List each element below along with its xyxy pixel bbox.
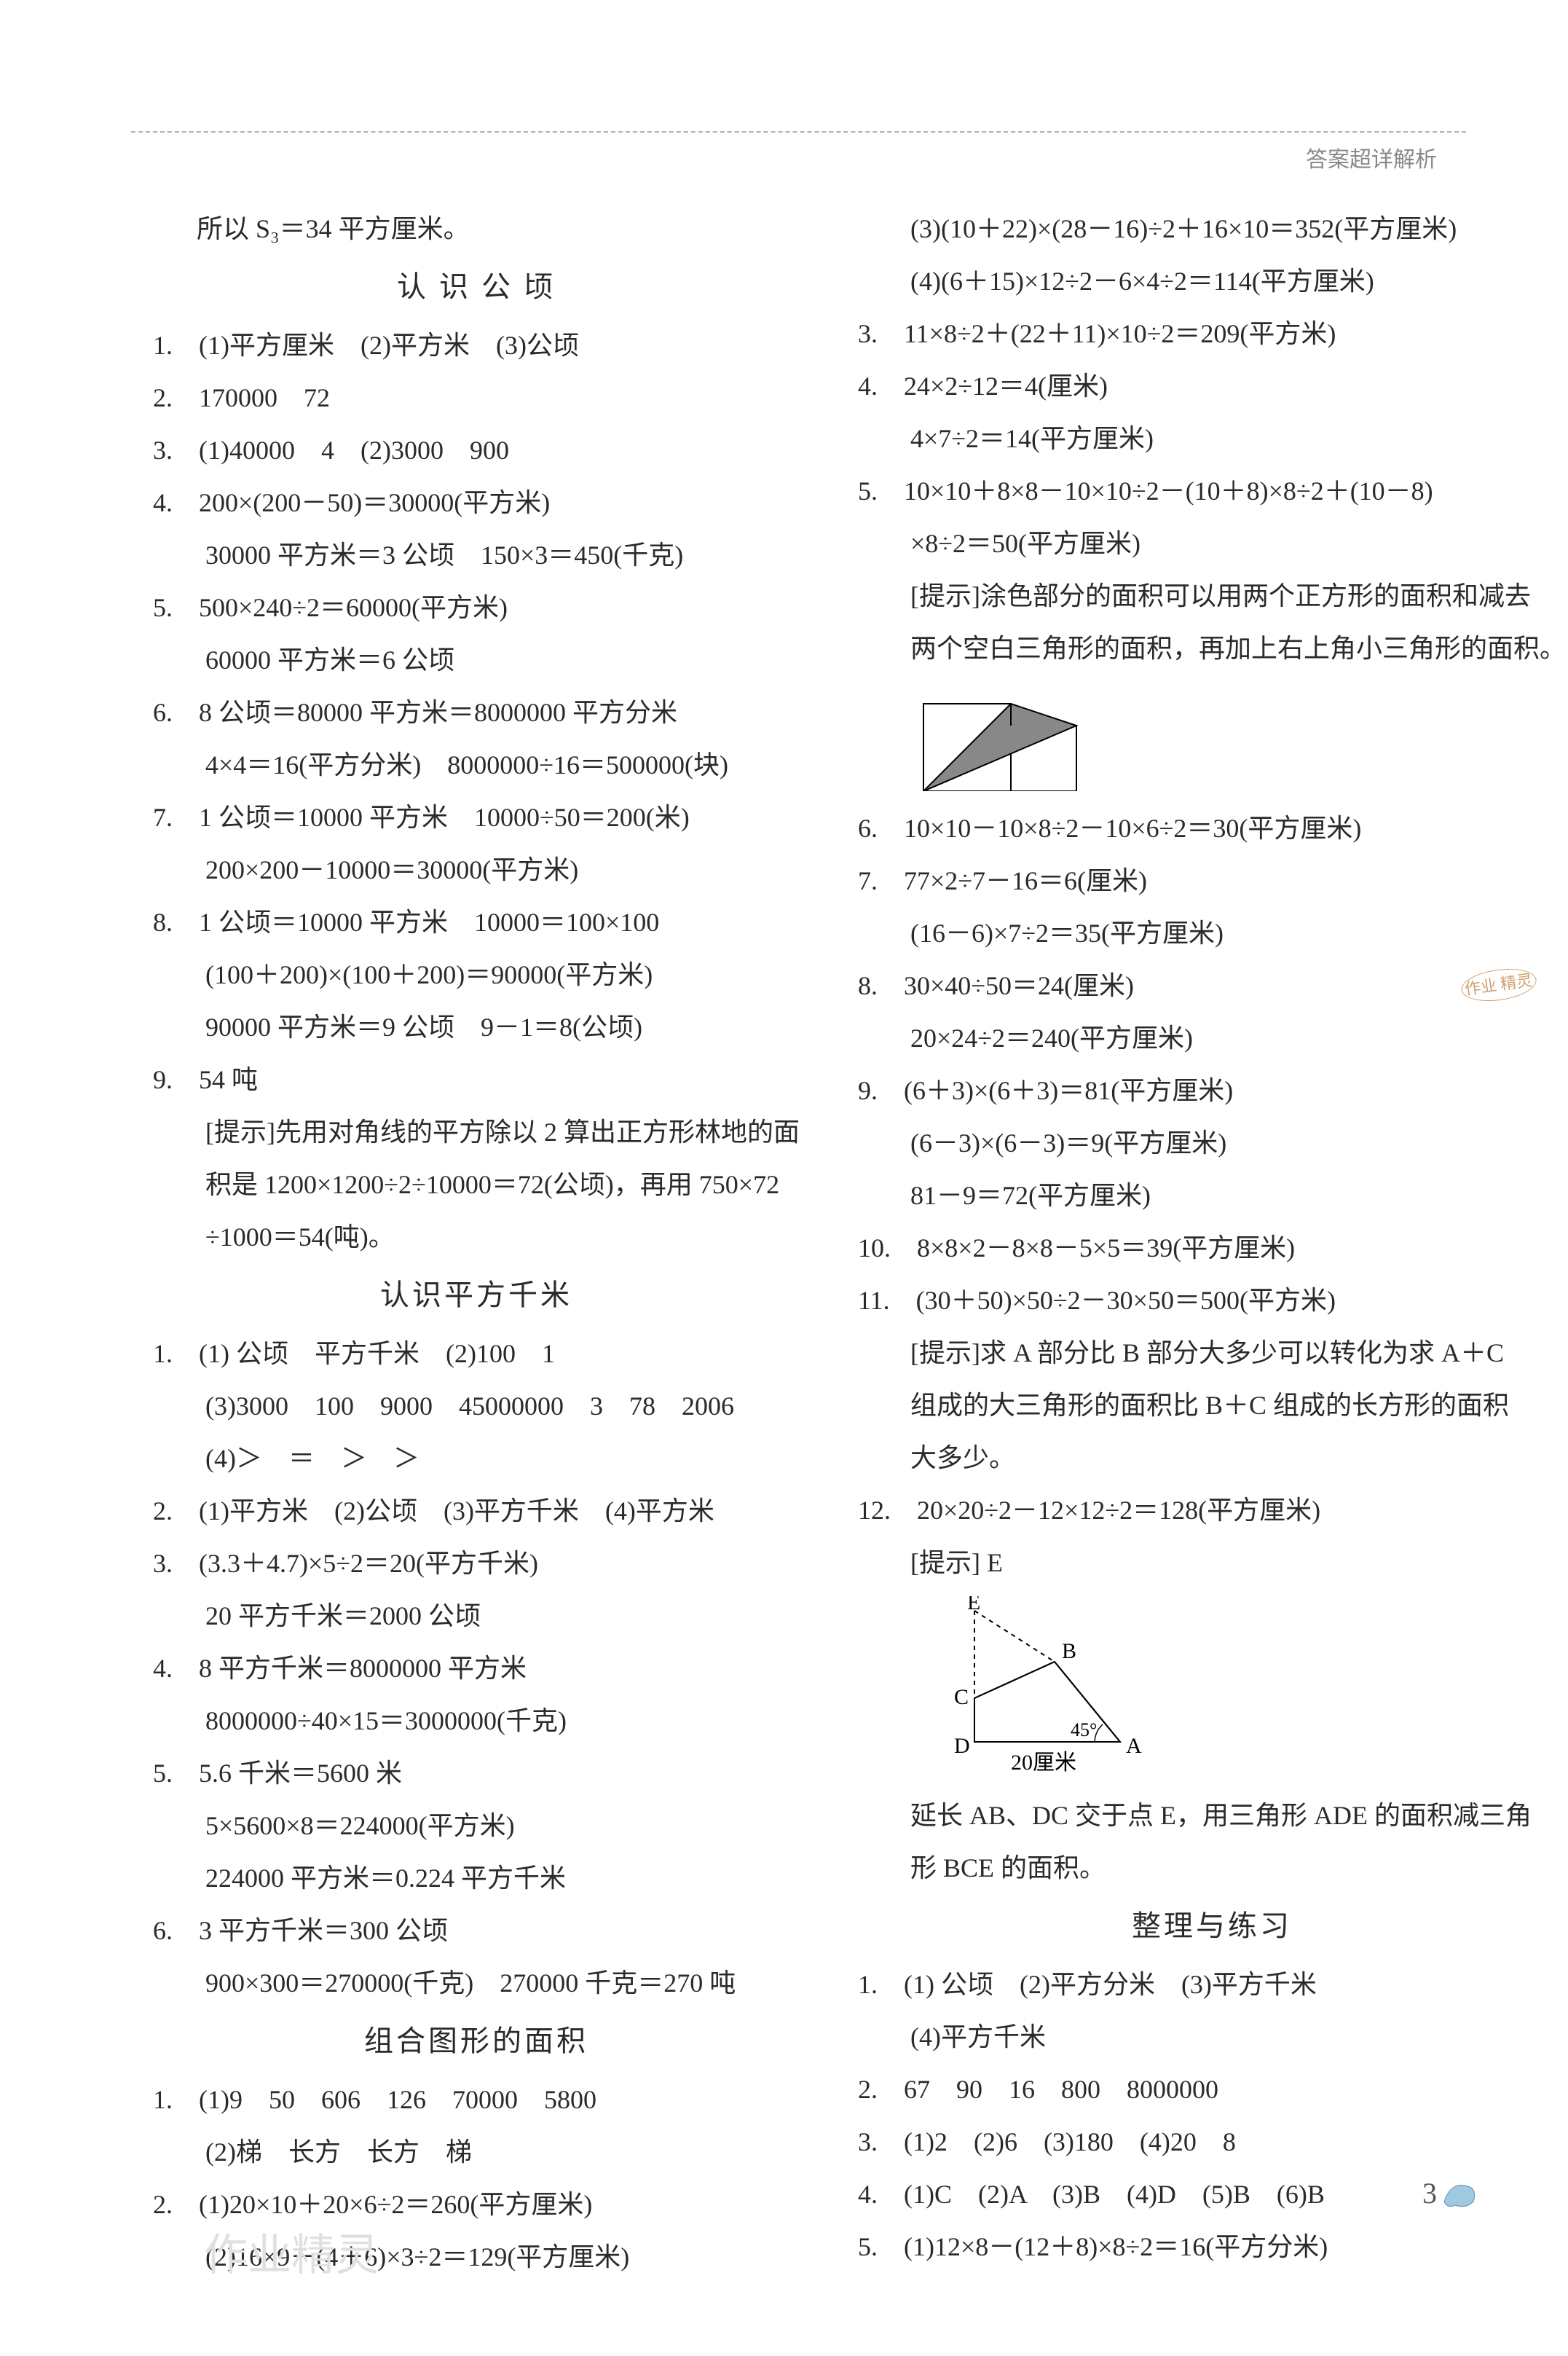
section-zhengli: 1. (1) 公顷 (2)平方分米 (3)平方千米 (4)平方千米2. 67 9… <box>858 1958 1566 2273</box>
header-rule <box>131 131 1466 133</box>
right-top-block: (3)(10＋22)×(28－16)÷2＋16×10＝352(平方厘米) (4)… <box>858 203 1566 675</box>
pingfangqianmi-line: 1. (1) 公顷 平方千米 (2)100 1 <box>153 1327 800 1380</box>
diagram-triangle-45: E B C D A 45° 20厘米 <box>945 1596 1566 1782</box>
pingfangqianmi-line: 6. 3 平方千米＝300 公顷 <box>153 1904 800 1957</box>
pingfangqianmi-line: 900×300＝270000(千克) 270000 千克＝270 吨 <box>153 1957 800 2009</box>
section-title-gongqing: 认 识 公 顷 <box>153 255 800 319</box>
right-top-line: (3)(10＋22)×(28－16)÷2＋16×10＝352(平方厘米) <box>858 203 1566 255</box>
right-mid-line: 7. 77×2÷7－16＝6(厘米) <box>858 855 1566 907</box>
two-column-layout: 所以 S₃＝34 平方厘米。 认 识 公 顷 1. (1)平方厘米 (2)平方米… <box>131 203 1466 2283</box>
right-mid-line: 大多少。 <box>858 1432 1566 1484</box>
diagram-squares-triangle <box>916 682 1566 795</box>
pingfangqianmi-line: 224000 平方米＝0.224 平方千米 <box>153 1852 800 1904</box>
right-mid-line: (6－3)×(6－3)＝9(平方厘米) <box>858 1117 1566 1169</box>
right-top-line: 4×7÷2＝14(平方厘米) <box>858 412 1566 465</box>
gongqing-line: 30000 平方米＝3 公顷 150×3＝450(千克) <box>153 529 800 581</box>
section-title-zhengli: 整理与练习 <box>858 1894 1566 1958</box>
right-mid-block: 6. 10×10－10×8÷2－10×6÷2＝30(平方厘米)7. 77×2÷7… <box>858 802 1566 1589</box>
right-top-line: 4. 24×2÷12＝4(厘米) <box>858 360 1566 412</box>
gongqing-line: 200×200－10000＝30000(平方米) <box>153 844 800 896</box>
label-base: 20厘米 <box>1011 1751 1076 1775</box>
label-B: B <box>1062 1639 1076 1663</box>
gongqing-line: [提示]先用对角线的平方除以 2 算出正方形林地的面 <box>153 1106 800 1158</box>
gongqing-line: ÷1000＝54(吨)。 <box>153 1211 800 1263</box>
gongqing-line: 60000 平方米＝6 公顷 <box>153 634 800 686</box>
right-mid-line: 10. 8×8×2－8×8－5×5＝39(平方厘米) <box>858 1222 1566 1274</box>
label-angle: 45° <box>1071 1719 1097 1740</box>
right-mid-line: 12. 20×20÷2－12×12÷2＝128(平方厘米) <box>858 1484 1566 1536</box>
pingfangqianmi-line: (4)＞ ＝ ＞ ＞ <box>153 1432 800 1485</box>
pingfangqianmi-line: 8000000÷40×15＝3000000(千克) <box>153 1695 800 1747</box>
right-after-diagram2: 延长 AB、DC 交于点 E，用三角形 ADE 的面积减三角 形 BCE 的面积… <box>858 1789 1566 1894</box>
right-top-line: [提示]涂色部分的面积可以用两个正方形的面积和减去 <box>858 570 1566 622</box>
squares-triangle-svg <box>916 682 1091 791</box>
gongqing-line: 8. 1 公顷＝10000 平方米 10000＝100×100 <box>153 896 800 949</box>
label-A: A <box>1126 1734 1142 1758</box>
right-mid-line: 8. 30×40÷50＝24(厘米) <box>858 959 1566 1012</box>
right-after-d2-line: 延长 AB、DC 交于点 E，用三角形 ADE 的面积减三角 <box>858 1789 1566 1842</box>
triangle-45-svg: E B C D A 45° 20厘米 <box>945 1596 1164 1778</box>
pingfangqianmi-line: 20 平方千米＝2000 公顷 <box>153 1590 800 1642</box>
gongqing-line: 2. 170000 72 <box>153 372 800 424</box>
gongqing-line: 3. (1)40000 4 (2)3000 900 <box>153 424 800 476</box>
gongqing-line: 4×4＝16(平方分米) 8000000÷16＝500000(块) <box>153 739 800 791</box>
gongqing-line: 9. 54 吨 <box>153 1053 800 1106</box>
gongqing-line: 积是 1200×1200÷2÷10000＝72(公顷)，再用 750×72 <box>153 1158 800 1211</box>
gongqing-line: (100＋200)×(100＋200)＝90000(平方米) <box>153 949 800 1001</box>
gongqing-line: 5. 500×240÷2＝60000(平方米) <box>153 581 800 634</box>
pingfangqianmi-line: (3)3000 100 9000 45000000 3 78 2006 <box>153 1380 800 1432</box>
pingfangqianmi-line: 5. 5.6 千米＝5600 米 <box>153 1747 800 1799</box>
right-mid-line: 81－9＝72(平方厘米) <box>858 1169 1566 1222</box>
header-text: 答案超详解析 <box>131 141 1466 173</box>
right-mid-line: 11. (30＋50)×50÷2－30×50＝500(平方米) <box>858 1274 1566 1327</box>
intro-line: 所以 S₃＝34 平方厘米。 <box>153 203 800 255</box>
page-number: 3 <box>1422 2176 1437 2210</box>
zhengli-line: (4)平方千米 <box>858 2011 1566 2063</box>
label-E: E <box>967 1596 980 1614</box>
right-top-line: (4)(6＋15)×12÷2－6×4÷2＝114(平方厘米) <box>858 255 1566 307</box>
right-mid-line: [提示]求 A 部分比 B 部分大多少可以转化为求 A＋C <box>858 1327 1566 1379</box>
right-top-line: ×8÷2＝50(平方厘米) <box>858 517 1566 570</box>
zhengli-line: 5. (1)12×8－(12＋8)×8÷2＝16(平方分米) <box>858 2220 1566 2273</box>
page-root: 答案超详解析 所以 S₃＝34 平方厘米。 认 识 公 顷 1. (1)平方厘米… <box>0 0 1568 2356</box>
watermark-text: 作业精灵 <box>204 2220 379 2283</box>
section-title-pingfangqianmi: 认识平方千米 <box>153 1263 800 1327</box>
right-mid-line: (16－6)×7÷2＝35(平方厘米) <box>858 907 1566 959</box>
gongqing-line: 1. (1)平方厘米 (2)平方米 (3)公顷 <box>153 319 800 372</box>
pingfangqianmi-line: 3. (3.3＋4.7)×5÷2＝20(平方千米) <box>153 1537 800 1590</box>
gongqing-line: 6. 8 公顷＝80000 平方米＝8000000 平方分米 <box>153 686 800 739</box>
pingfangqianmi-line: 2. (1)平方米 (2)公顷 (3)平方千米 (4)平方米 <box>153 1485 800 1537</box>
section-title-zuhe: 组合图形的面积 <box>153 2009 800 2073</box>
gongqing-line: 7. 1 公顷＝10000 平方米 10000÷50＝200(米) <box>153 791 800 844</box>
zhengli-line: 2. 67 90 16 800 8000000 <box>858 2063 1566 2116</box>
right-top-line: 两个空白三角形的面积，再加上右上角小三角形的面积。 <box>858 622 1566 675</box>
zhengli-line: 1. (1) 公顷 (2)平方分米 (3)平方千米 <box>858 1958 1566 2011</box>
pingfangqianmi-line: 5×5600×8＝224000(平方米) <box>153 1799 800 1852</box>
pingfangqianmi-line: 4. 8 平方千米＝8000000 平方米 <box>153 1642 800 1695</box>
left-column: 所以 S₃＝34 平方厘米。 认 识 公 顷 1. (1)平方厘米 (2)平方米… <box>131 203 822 2283</box>
right-column: (3)(10＋22)×(28－16)÷2＋16×10＝352(平方厘米) (4)… <box>836 203 1568 2283</box>
right-after-d2-line: 形 BCE 的面积。 <box>858 1842 1566 1894</box>
gongqing-line: 4. 200×(200－50)＝30000(平方米) <box>153 476 800 529</box>
gongqing-line: 90000 平方米＝9 公顷 9－1＝8(公顷) <box>153 1001 800 1053</box>
zuhe-line: 1. (1)9 50 606 126 70000 5800 <box>153 2073 800 2126</box>
section-pingfangqianmi: 1. (1) 公顷 平方千米 (2)100 1 (3)3000 100 9000… <box>153 1327 800 2009</box>
right-top-line: 5. 10×10＋8×8－10×10÷2－(10＋8)×8÷2＋(10－8) <box>858 465 1566 517</box>
label-C: C <box>954 1685 969 1709</box>
right-top-line: 3. 11×8÷2＋(22＋11)×10÷2＝209(平方米) <box>858 307 1566 360</box>
right-mid-line: 组成的大三角形的面积比 B＋C 组成的长方形的面积 <box>858 1379 1566 1432</box>
right-mid-line: 20×24÷2＝240(平方厘米) <box>858 1012 1566 1064</box>
dolphin-icon <box>1437 2172 1481 2225</box>
right-mid-line: [提示] E <box>858 1536 1566 1589</box>
section-gongqing: 1. (1)平方厘米 (2)平方米 (3)公顷2. 170000 723. (1… <box>153 319 800 1263</box>
right-mid-line: 9. (6＋3)×(6＋3)＝81(平方厘米) <box>858 1064 1566 1117</box>
zhengli-line: 3. (1)2 (2)6 (3)180 (4)20 8 <box>858 2116 1566 2168</box>
label-D: D <box>954 1734 970 1758</box>
zuhe-line: (2)梯 长方 长方 梯 <box>153 2126 800 2178</box>
right-mid-line: 6. 10×10－10×8÷2－10×6÷2＝30(平方厘米) <box>858 802 1566 855</box>
